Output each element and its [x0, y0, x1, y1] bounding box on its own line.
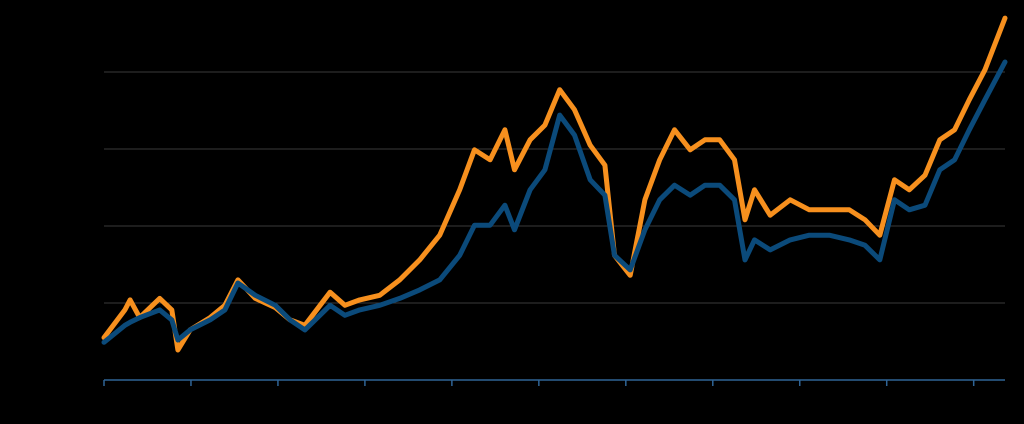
series-line — [101, 59, 1008, 345]
